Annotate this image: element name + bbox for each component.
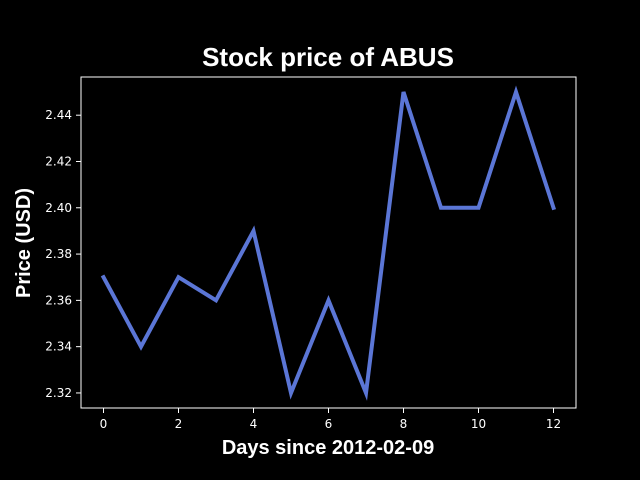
- y-tick-label: 2.34: [45, 340, 72, 354]
- x-tick-label: 8: [400, 417, 408, 431]
- price-data-point: [364, 391, 368, 395]
- x-tick-label: 12: [546, 417, 561, 431]
- price-data-point: [102, 275, 106, 279]
- price-data-point: [402, 90, 406, 94]
- series-layer: [100, 85, 557, 401]
- y-axis-label: Price (USD): [13, 188, 35, 298]
- price-data-point: [327, 298, 331, 302]
- y-tick-label: 2.38: [45, 247, 72, 261]
- x-axis-label: Days since 2012-02-09: [222, 437, 434, 459]
- price-data-point: [139, 345, 143, 349]
- price-data-point: [514, 90, 518, 94]
- price-data-point: [552, 206, 556, 210]
- price-data-point: [214, 298, 218, 302]
- plot-area: 0 2 4 6 8 10 12 2.32 2.34 2.36 2.38 2.40 2.42 2.44: [45, 76, 577, 431]
- price-data-point: [252, 229, 256, 233]
- y-tick-label: 2.44: [45, 108, 72, 122]
- price-data-point: [289, 391, 293, 395]
- x-axis: 0 2 4 6 8 10 12: [100, 408, 561, 431]
- y-axis: 2.32 2.34 2.36 2.38 2.40 2.42 2.44: [45, 108, 81, 400]
- x-tick-label: 4: [250, 417, 258, 431]
- y-tick-label: 2.32: [45, 386, 72, 400]
- y-tick-label: 2.40: [45, 201, 72, 215]
- price-series-line: [100, 85, 557, 401]
- x-tick-label: 6: [325, 417, 333, 431]
- price-data-point: [177, 275, 181, 279]
- chart-title: Stock price of ABUS: [202, 42, 454, 72]
- x-tick-label: 2: [175, 417, 183, 431]
- y-tick-label: 2.36: [45, 293, 72, 307]
- price-data-point: [439, 206, 443, 210]
- x-tick-label: 10: [471, 417, 486, 431]
- x-tick-label: 0: [100, 417, 108, 431]
- price-data-point: [477, 206, 481, 210]
- y-tick-label: 2.42: [45, 154, 72, 168]
